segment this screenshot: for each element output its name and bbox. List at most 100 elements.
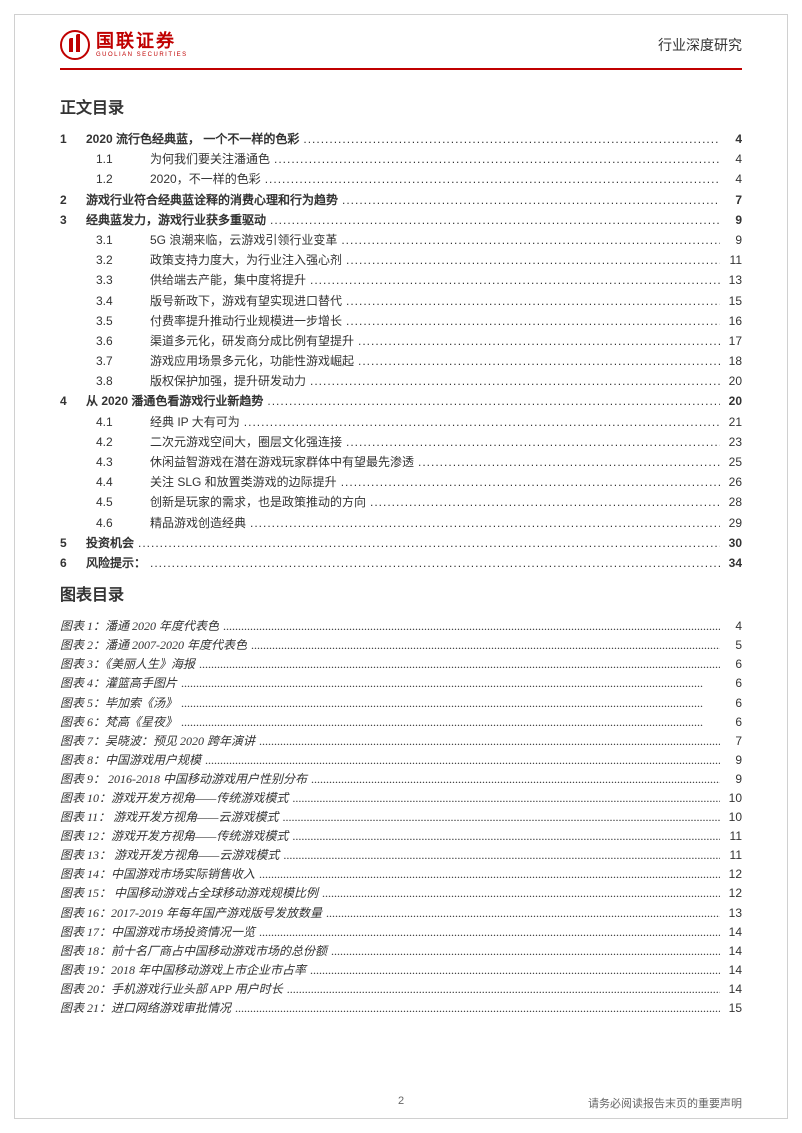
- figure-page: 6: [724, 674, 742, 693]
- toc-page: 26: [724, 473, 742, 492]
- leader-dots: [341, 231, 720, 250]
- toc-page: 20: [724, 392, 742, 411]
- toc-row: 3.6渠道多元化，研发商分成比例有望提升17: [60, 332, 742, 351]
- toc-title: 游戏行业符合经典蓝诠释的消费心理和行为趋势: [86, 191, 338, 210]
- figure-row: 图表 19：2018 年中国移动游戏上市企业市占率14: [60, 961, 742, 980]
- figure-row: 图表 3：《美丽人生》海报 6: [60, 655, 742, 674]
- toc-row: 3.15G 浪潮来临，云游戏引领行业变革9: [60, 231, 742, 250]
- toc-row: 4.2二次元游戏空间大，圈层文化强连接23: [60, 433, 742, 452]
- logo: 国联证券 GUOLIAN SECURITIES: [60, 30, 188, 60]
- toc-num: 3.2: [60, 251, 150, 270]
- logo-cn: 国联证券: [96, 32, 188, 50]
- figure-title: 图表 2：潘通 2007-2020 年度代表色: [60, 636, 247, 655]
- toc-page: 9: [724, 231, 742, 250]
- logo-en: GUOLIAN SECURITIES: [96, 52, 188, 58]
- toc-row: 4.4关注 SLG 和放置类游戏的边际提升26: [60, 473, 742, 492]
- toc-num: 1.1: [60, 150, 150, 169]
- figure-row: 图表 6：梵高《星夜》6: [60, 713, 742, 732]
- leader-dots: [346, 433, 720, 452]
- toc-title: 经典 IP 大有可为: [150, 413, 240, 432]
- leader-dots: [244, 413, 720, 432]
- toc-row: 4.6精品游戏创造经典29: [60, 514, 742, 533]
- figure-page: 6: [724, 694, 742, 713]
- figure-title: 图表 17：中国游戏市场投资情况一览: [60, 923, 255, 942]
- leader-dots: [346, 312, 720, 331]
- figure-row: 图表 18：前十名厂商占中国移动游戏市场的总份额14: [60, 942, 742, 961]
- figure-title: 图表 11： 游戏开发方视角——云游戏模式: [60, 808, 278, 827]
- figure-row: 图表 10：游戏开发方视角——传统游戏模式10: [60, 789, 742, 808]
- figure-row: 图表 14：中国游戏市场实际销售收入12: [60, 865, 742, 884]
- toc-row: 5投资机会30: [60, 534, 742, 553]
- figure-title: 图表 8：中国游戏用户规模: [60, 751, 201, 770]
- leader-dots: [341, 473, 720, 492]
- figure-title: 图表 14：中国游戏市场实际销售收入: [60, 865, 255, 884]
- toc-num: 3.5: [60, 312, 150, 331]
- leader-dots: [265, 170, 720, 189]
- toc-num: 4.3: [60, 453, 150, 472]
- toc-title: 二次元游戏空间大，圈层文化强连接: [150, 433, 342, 452]
- toc-num: 4: [60, 392, 86, 411]
- toc-page: 16: [724, 312, 742, 331]
- toc-row: 3经典蓝发力，游戏行业获多重驱动 9: [60, 211, 742, 230]
- figure-page: 9: [724, 770, 742, 789]
- toc-list: 12020 流行色经典蓝， 一个不一样的色彩41.1为何我们要关注潘通色41.2…: [60, 130, 742, 573]
- figure-title: 图表 3：《美丽人生》海报: [60, 655, 195, 674]
- toc-num: 2: [60, 191, 86, 210]
- toc-num: 4.6: [60, 514, 150, 533]
- toc-row: 4.1经典 IP 大有可为21: [60, 413, 742, 432]
- leader-dots: [326, 904, 720, 923]
- toc-title: 从 2020 潘通色看游戏行业新趋势: [86, 392, 263, 411]
- leader-dots: [259, 865, 720, 884]
- toc-row: 4.5创新是玩家的需求，也是政策推动的方向28: [60, 493, 742, 512]
- toc-page: 4: [724, 130, 742, 149]
- figure-title: 图表 6：梵高《星夜》: [60, 713, 177, 732]
- toc-num: 4.4: [60, 473, 150, 492]
- toc-num: 1: [60, 130, 86, 149]
- figure-title: 图表 9： 2016-2018 中国移动游戏用户性别分布: [60, 770, 307, 789]
- figure-page: 15: [724, 999, 742, 1018]
- figure-title: 图表 13： 游戏开发方视角——云游戏模式: [60, 846, 279, 865]
- logo-icon: [60, 30, 90, 60]
- toc-title: 渠道多元化，研发商分成比例有望提升: [150, 332, 354, 351]
- figure-page: 11: [724, 827, 742, 846]
- leader-dots: [346, 292, 720, 311]
- figure-title: 图表 5：毕加索《汤》: [60, 694, 177, 713]
- leader-dots: [292, 827, 720, 846]
- figure-title: 图表 15： 中国移动游戏占全球移动游戏规模比例: [60, 884, 318, 903]
- leader-dots: [138, 534, 720, 553]
- toc-title: 为何我们要关注潘通色: [150, 150, 270, 169]
- figure-page: 7: [724, 732, 742, 751]
- toc-row: 4从 2020 潘通色看游戏行业新趋势 20: [60, 392, 742, 411]
- leader-dots: [223, 617, 720, 636]
- toc-title: 投资机会: [86, 534, 134, 553]
- toc-title: 版号新政下，游戏有望实现进口替代: [150, 292, 342, 311]
- leader-dots: [358, 352, 720, 371]
- toc-row: 3.4版号新政下，游戏有望实现进口替代15: [60, 292, 742, 311]
- toc-page: 9: [724, 211, 742, 230]
- figure-title: 图表 1：潘通 2020 年度代表色: [60, 617, 219, 636]
- toc-page: 11: [724, 251, 742, 270]
- figure-row: 图表 2：潘通 2007-2020 年度代表色5: [60, 636, 742, 655]
- leader-dots: [259, 732, 720, 751]
- toc-num: 3.4: [60, 292, 150, 311]
- footer: 2 请务必阅读报告末页的重要声明: [60, 1095, 742, 1111]
- figure-row: 图表 7：吴晓波：预见 2020 跨年演讲7: [60, 732, 742, 751]
- toc-title: 经典蓝发力，游戏行业获多重驱动: [86, 211, 266, 230]
- toc-title: 2020 流行色经典蓝， 一个不一样的色彩: [86, 130, 299, 149]
- toc-row: 3.8版权保护加强，提升研发动力20: [60, 372, 742, 391]
- leader-dots: [310, 961, 720, 980]
- toc-page: 4: [724, 150, 742, 169]
- figure-page: 14: [724, 942, 742, 961]
- header: 国联证券 GUOLIAN SECURITIES 行业深度研究: [60, 30, 742, 70]
- toc-page: 13: [724, 271, 742, 290]
- figure-page: 6: [724, 655, 742, 674]
- toc-row: 2游戏行业符合经典蓝诠释的消费心理和行为趋势7: [60, 191, 742, 210]
- figures-heading: 图表目录: [60, 581, 742, 605]
- logo-text: 国联证券 GUOLIAN SECURITIES: [96, 32, 188, 58]
- footer-disclaimer: 请务必阅读报告末页的重要声明: [588, 1095, 742, 1111]
- leader-dots: [259, 923, 720, 942]
- leader-dots: [250, 514, 720, 533]
- leader-dots: [282, 808, 720, 827]
- toc-num: 3: [60, 211, 86, 230]
- toc-page: 17: [724, 332, 742, 351]
